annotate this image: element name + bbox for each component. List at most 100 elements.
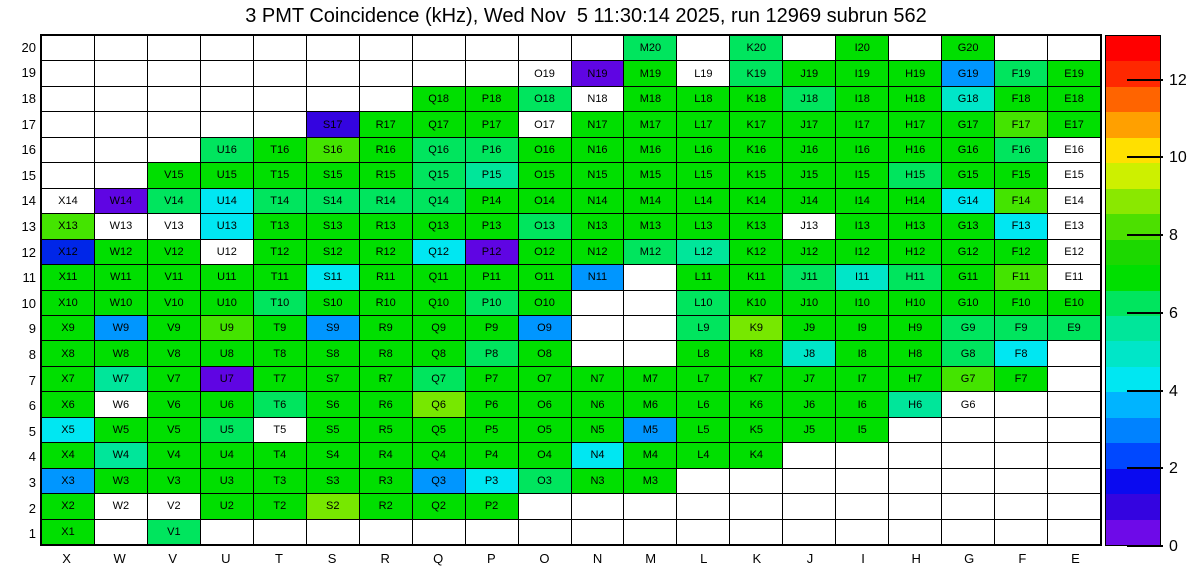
- cell-empty: [94, 36, 147, 61]
- cell-I12: I12: [836, 239, 889, 265]
- cell-empty: [412, 36, 465, 61]
- cell-P14: P14: [465, 188, 518, 214]
- cell-J15: J15: [783, 163, 836, 188]
- cell-empty: [147, 36, 200, 61]
- cell-U6: U6: [200, 392, 253, 417]
- cell-M18: M18: [624, 86, 677, 112]
- cell-V1: V1: [147, 519, 200, 544]
- cell-empty: [995, 417, 1048, 443]
- cell-H19: H19: [889, 61, 942, 86]
- cell-empty: [783, 36, 836, 61]
- cell-K19: K19: [730, 61, 783, 86]
- cell-Q15: Q15: [412, 163, 465, 188]
- cell-R9: R9: [359, 315, 412, 341]
- x-axis-label-J: J: [806, 551, 814, 566]
- cell-I15: I15: [836, 163, 889, 188]
- cell-empty: [465, 519, 518, 544]
- cell-W2: W2: [94, 494, 147, 519]
- cell-V11: V11: [147, 265, 200, 290]
- cell-T6: T6: [253, 392, 306, 417]
- cell-T13: T13: [253, 214, 306, 239]
- y-axis-label-8: 8: [28, 347, 36, 362]
- cell-F13: F13: [995, 214, 1048, 239]
- cell-K17: K17: [730, 112, 783, 137]
- cell-R8: R8: [359, 341, 412, 366]
- cell-J17: J17: [783, 112, 836, 137]
- cell-L16: L16: [677, 137, 730, 163]
- colorbar-band: [1106, 36, 1160, 62]
- cell-U2: U2: [200, 494, 253, 519]
- cell-Q11: Q11: [412, 265, 465, 290]
- cell-Q2: Q2: [412, 494, 465, 519]
- cell-R14: R14: [359, 188, 412, 214]
- cell-K10: K10: [730, 290, 783, 315]
- cell-empty: [94, 112, 147, 137]
- cell-T7: T7: [253, 366, 306, 392]
- cell-G9: G9: [942, 315, 995, 341]
- cell-empty: [412, 519, 465, 544]
- cell-I16: I16: [836, 137, 889, 163]
- y-axis-label-3: 3: [28, 475, 36, 490]
- cell-F16: F16: [995, 137, 1048, 163]
- cell-O3: O3: [518, 468, 571, 494]
- cell-G12: G12: [942, 239, 995, 265]
- cell-H9: H9: [889, 315, 942, 341]
- x-axis-label-K: K: [752, 551, 762, 566]
- cell-T15: T15: [253, 163, 306, 188]
- cell-V14: V14: [147, 188, 200, 214]
- cell-X5: X5: [42, 417, 94, 443]
- cell-empty: [94, 86, 147, 112]
- cell-G13: G13: [942, 214, 995, 239]
- cell-F11: F11: [995, 265, 1048, 290]
- cell-empty: [889, 494, 942, 519]
- cell-N18: N18: [571, 86, 624, 112]
- y-axis-label-20: 20: [21, 39, 36, 55]
- cell-T3: T3: [253, 468, 306, 494]
- cell-P4: P4: [465, 443, 518, 468]
- cell-R17: R17: [359, 112, 412, 137]
- colorbar-band: [1106, 443, 1160, 469]
- cell-H18: H18: [889, 86, 942, 112]
- colorbar-tick: [1127, 467, 1163, 470]
- cell-empty: [836, 494, 889, 519]
- cell-W4: W4: [94, 443, 147, 468]
- cell-X7: X7: [42, 366, 94, 392]
- cell-Q14: Q14: [412, 188, 465, 214]
- cell-empty: [42, 112, 94, 137]
- cell-empty: [1048, 494, 1100, 519]
- colorbar-band: [1106, 468, 1160, 495]
- x-axis-label-R: R: [380, 551, 390, 566]
- cell-T9: T9: [253, 315, 306, 341]
- cell-empty: [624, 519, 677, 544]
- x-axis-label-S: S: [327, 551, 337, 566]
- cell-U15: U15: [200, 163, 253, 188]
- cell-U5: U5: [200, 417, 253, 443]
- cell-empty: [253, 519, 306, 544]
- cell-V15: V15: [147, 163, 200, 188]
- colorbar-tick: [1127, 545, 1163, 547]
- cell-empty: [889, 519, 942, 544]
- cell-L7: L7: [677, 366, 730, 392]
- colorbar-tick: [1127, 234, 1163, 237]
- cell-U16: U16: [200, 137, 253, 163]
- cell-empty: [42, 163, 94, 188]
- cell-W13: W13: [94, 214, 147, 239]
- cell-R13: R13: [359, 214, 412, 239]
- cell-empty: [200, 86, 253, 112]
- cell-X9: X9: [42, 315, 94, 341]
- cell-X13: X13: [42, 214, 94, 239]
- cell-F12: F12: [995, 239, 1048, 265]
- cell-P12: P12: [465, 239, 518, 265]
- cell-I9: I9: [836, 315, 889, 341]
- cell-G11: G11: [942, 265, 995, 290]
- cell-empty: [889, 443, 942, 468]
- cell-E14: E14: [1048, 188, 1100, 214]
- colorbar-band: [1106, 137, 1160, 164]
- colorbar-band: [1106, 265, 1160, 291]
- cell-X1: X1: [42, 519, 94, 544]
- cell-F17: F17: [995, 112, 1048, 137]
- cell-K9: K9: [730, 315, 783, 341]
- cell-R3: R3: [359, 468, 412, 494]
- x-axis-label-X: X: [62, 551, 71, 566]
- cell-empty: [306, 36, 359, 61]
